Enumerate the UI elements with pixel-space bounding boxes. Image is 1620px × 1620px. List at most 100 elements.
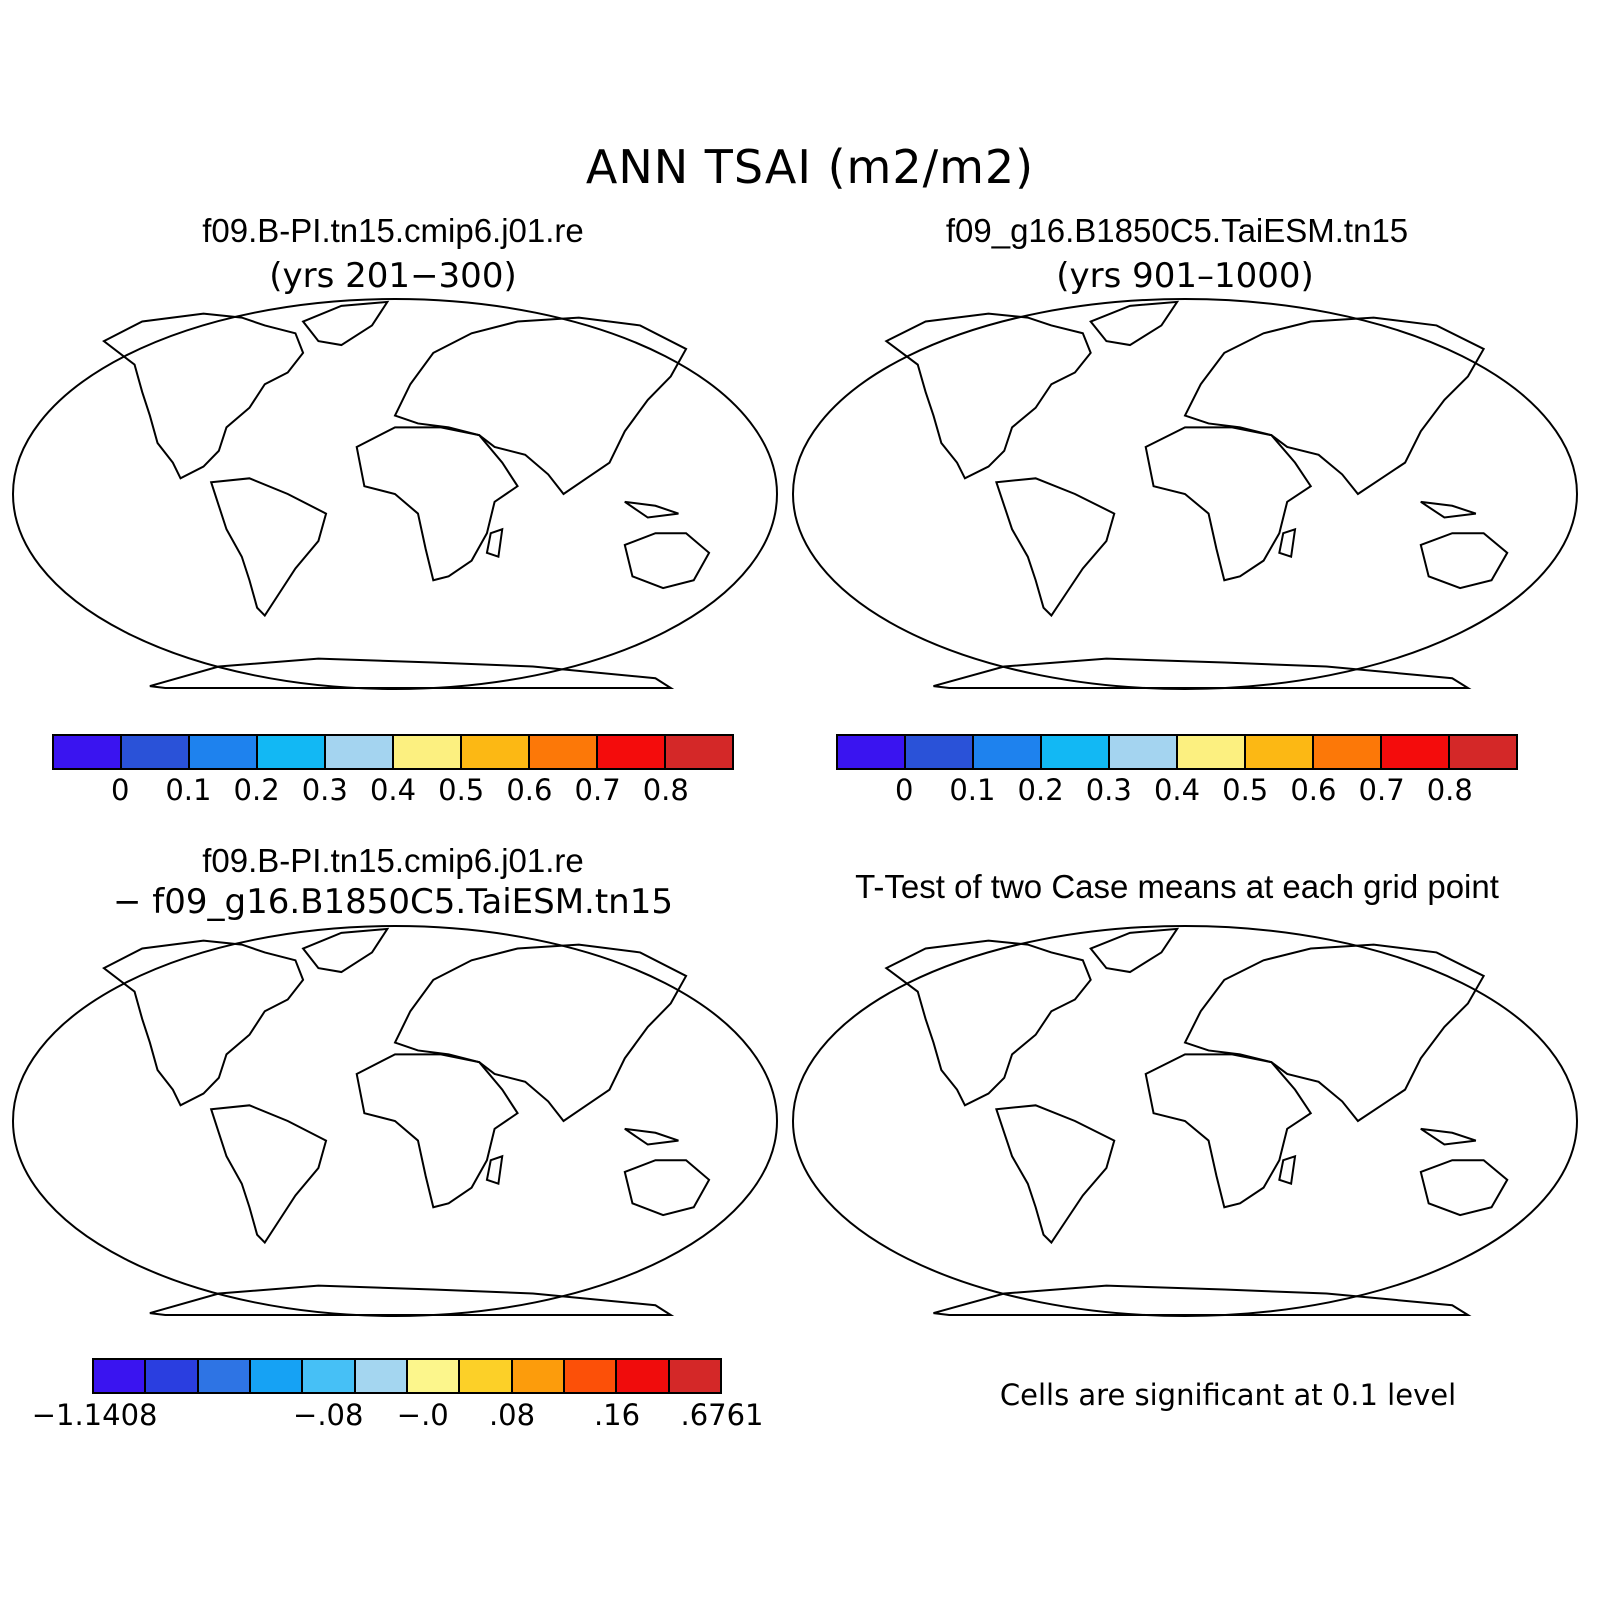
texture-blob: [100, 508, 118, 521]
texture-blob: [598, 984, 622, 1005]
texture-blob: [1064, 1188, 1076, 1193]
texture-blob: [1182, 585, 1206, 597]
texture-blob: [90, 1275, 101, 1287]
texture-blob: [1504, 485, 1522, 499]
texture-blob: [128, 1052, 138, 1065]
texture-blob: [792, 343, 806, 359]
texture-blob: [123, 599, 143, 619]
texture-blob: [856, 443, 877, 453]
colorbar-swatch: [666, 736, 732, 768]
texture-blob: [591, 1162, 612, 1179]
texture-blob: [1260, 640, 1276, 658]
texture-blob: [111, 945, 129, 964]
texture-blob: [757, 559, 770, 566]
texture-blob: [364, 1137, 379, 1151]
texture-blob: [1270, 516, 1280, 535]
texture-blob: [982, 528, 992, 545]
texture-blob: [1405, 1013, 1417, 1023]
texture-blob: [1265, 334, 1288, 347]
texture-blob: [336, 652, 353, 671]
texture-blob: [216, 925, 241, 933]
texture-blob: [1331, 986, 1339, 995]
texture-blob: [927, 507, 943, 514]
texture-blob: [915, 1112, 923, 1123]
texture-blob: [351, 1013, 371, 1034]
texture-blob: [1456, 1035, 1469, 1046]
texture-blob: [1492, 420, 1506, 440]
texture-blob: [255, 1152, 265, 1168]
texture-blob: [102, 1266, 116, 1282]
texture-blob: [194, 992, 214, 1010]
texture-blob: [1429, 445, 1439, 454]
texture-blob: [547, 402, 564, 420]
colorbar-tick-label: 0.6: [1290, 773, 1337, 807]
texture-blob: [65, 476, 89, 484]
texture-blob: [605, 1166, 616, 1181]
texture-blob: [654, 517, 678, 525]
texture-blob: [860, 389, 869, 401]
texture-blob: [1129, 521, 1143, 538]
texture-blob: [131, 1047, 153, 1062]
texture-blob: [910, 1283, 918, 1290]
texture-blob: [465, 597, 491, 608]
texture-blob: [1127, 1033, 1132, 1037]
texture-blob: [1235, 453, 1257, 467]
texture-blob: [1136, 1292, 1150, 1298]
colorbar-swatch: [326, 736, 394, 768]
colorbar-tick-label: 0.7: [574, 773, 621, 807]
texture-blob: [1029, 394, 1054, 410]
texture-blob: [59, 1272, 83, 1288]
texture-blob: [996, 647, 1022, 655]
texture-blob: [1206, 453, 1230, 465]
texture-blob: [1201, 453, 1211, 467]
texture-blob: [941, 516, 959, 534]
texture-blob: [665, 657, 690, 677]
texture-blob: [1512, 1100, 1523, 1110]
texture-blob: [611, 337, 636, 350]
texture-blob: [444, 997, 468, 1015]
texture-blob: [992, 539, 1004, 552]
texture-blob: [36, 465, 59, 486]
texture-blob: [168, 567, 191, 582]
texture-blob: [533, 622, 558, 629]
texture-blob: [201, 369, 213, 388]
land-southAmerica: [211, 478, 326, 615]
land-northAmerica: [886, 941, 1090, 1106]
texture-blob: [219, 371, 232, 383]
colorbar-tick-label: −1.1408: [31, 1398, 158, 1432]
texture-blob: [792, 358, 812, 367]
texture-blob: [265, 1129, 289, 1138]
texture-blob: [44, 640, 71, 656]
texture-blob: [1159, 439, 1168, 455]
texture-blob: [1399, 1146, 1409, 1155]
texture-blob: [203, 637, 218, 653]
texture-blob: [1493, 465, 1509, 474]
texture-blob: [1248, 486, 1262, 502]
texture-blob: [219, 1248, 229, 1266]
texture-blob: [1355, 359, 1380, 373]
texture-blob: [306, 460, 315, 481]
texture-blob: [839, 562, 863, 578]
texture-blob: [1493, 399, 1519, 410]
texture-blob: [87, 1078, 101, 1086]
texture-blob: [1001, 362, 1022, 378]
texture-blob: [901, 470, 915, 484]
texture-blob: [314, 473, 332, 487]
case2-years: (yrs 901–1000): [1056, 256, 1314, 296]
texture-blob: [895, 1240, 907, 1247]
texture-blob: [1109, 462, 1127, 473]
texture-blob: [273, 518, 298, 527]
texture-blob: [1169, 954, 1182, 961]
texture-blob: [794, 334, 812, 343]
texture-blob: [1486, 492, 1496, 507]
texture-blob: [620, 551, 647, 569]
texture-blob: [772, 334, 778, 356]
texture-blob: [1545, 644, 1571, 654]
texture-blob: [832, 1234, 841, 1241]
texture-blob: [1409, 1009, 1418, 1014]
colorbar-difference-labels: −1.1408 −.08 −.0 .08 .16 .6761: [32, 1398, 764, 1438]
texture-blob: [356, 963, 380, 983]
texture-blob: [100, 1018, 115, 1026]
texture-blob: [979, 366, 1002, 385]
texture-blob: [1043, 451, 1056, 466]
